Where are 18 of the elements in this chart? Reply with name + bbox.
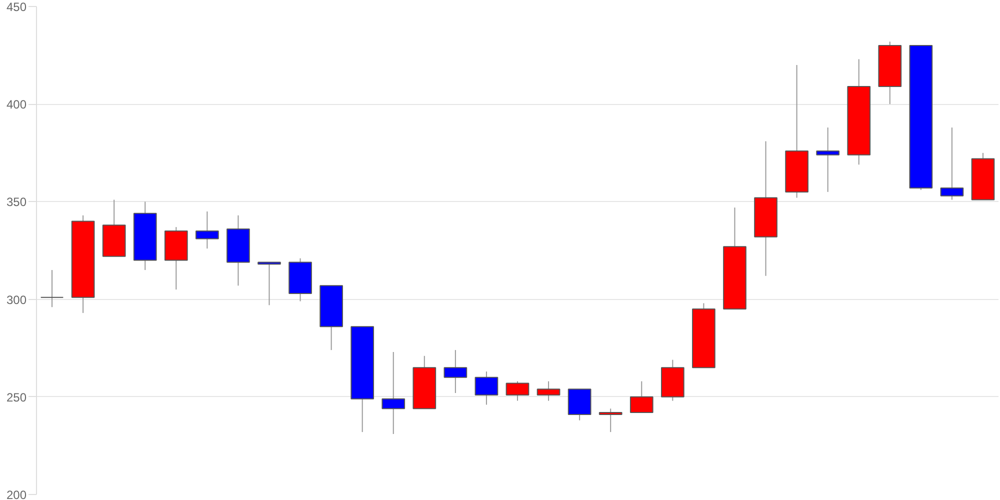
candlestick (382, 352, 406, 434)
candlestick (536, 380, 560, 402)
y-tick-label: 350 (6, 195, 27, 210)
candlestick (816, 127, 840, 192)
y-tick-label: 300 (6, 292, 27, 307)
y-tick-label: 450 (6, 0, 27, 14)
candlestick (196, 210, 219, 250)
candlestick (40, 270, 64, 308)
candlestick (444, 350, 468, 394)
candlestick (598, 408, 622, 433)
candlestick (474, 371, 498, 406)
candlestick (630, 380, 654, 414)
candlestick (506, 380, 530, 402)
y-tick-label: 250 (6, 390, 27, 404)
candlestick (940, 127, 964, 200)
y-tick-label: 200 (6, 488, 27, 500)
candlestick (258, 262, 281, 306)
y-tick-label: 400 (6, 98, 27, 112)
